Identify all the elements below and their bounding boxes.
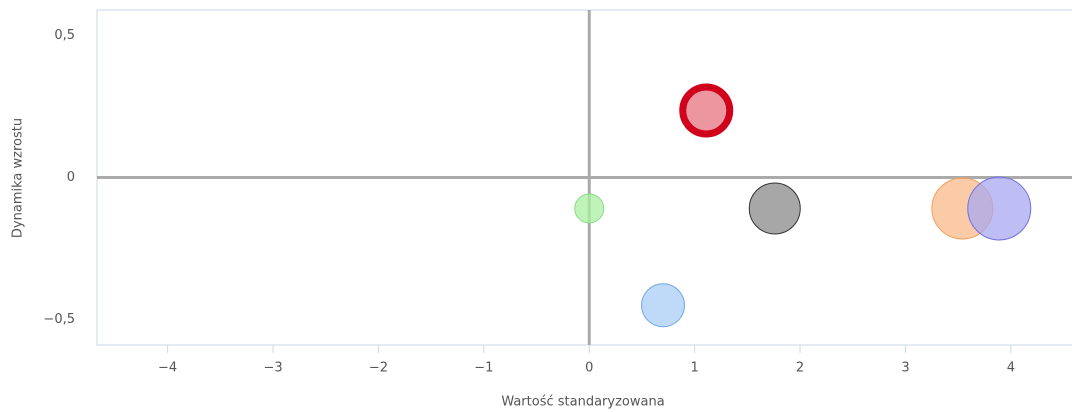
x-tick-label: −2 — [369, 361, 388, 376]
x-tick-label: −4 — [158, 361, 177, 376]
x-tick-label: 4 — [1007, 361, 1015, 376]
x-tick-label: 2 — [796, 361, 804, 376]
x-tick-label: 0 — [585, 361, 593, 376]
x-tick-label: −1 — [474, 361, 493, 376]
y-tick-label: 0,5 — [54, 28, 75, 43]
bubble — [574, 193, 605, 224]
bubble — [679, 83, 734, 138]
y-tick-label: 0 — [67, 170, 75, 185]
y-tick-label: −0,5 — [43, 312, 75, 327]
bubble — [748, 182, 801, 235]
y-axis-title: Dynamika wzrostu — [11, 118, 26, 238]
bubble — [641, 283, 686, 328]
bubble — [967, 176, 1032, 241]
x-tick-label: 1 — [691, 361, 699, 376]
x-tick-label: −3 — [263, 361, 282, 376]
x-tick-label: 3 — [901, 361, 909, 376]
x-axis-title: Wartość standaryzowana — [501, 395, 664, 410]
